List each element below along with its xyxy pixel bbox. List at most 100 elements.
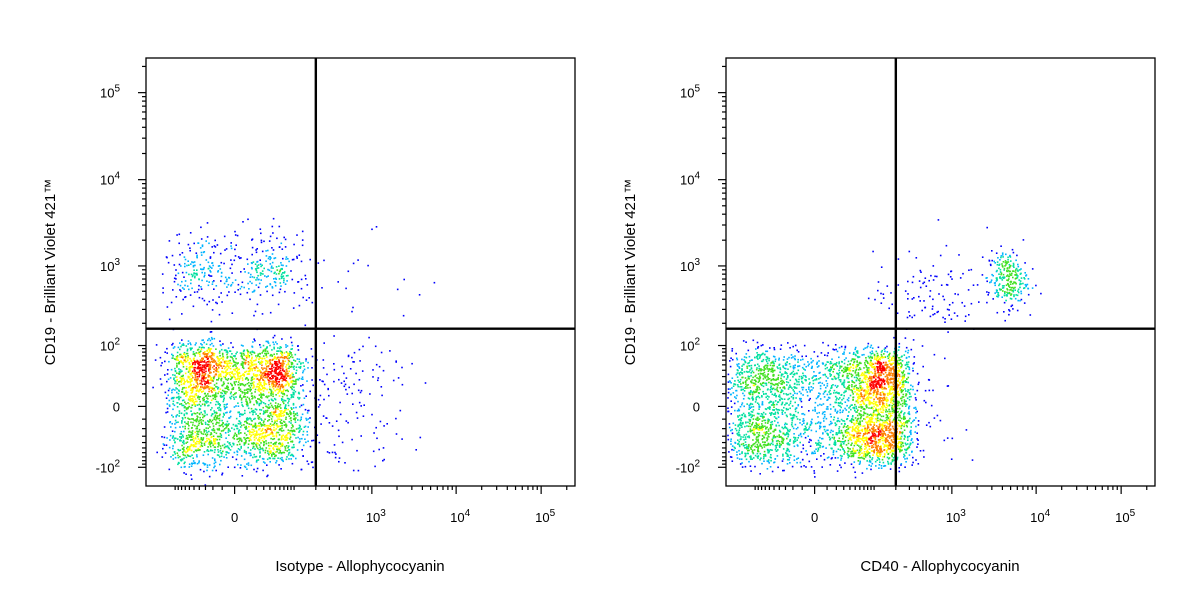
event-dot (822, 412, 824, 414)
event-dot (257, 378, 259, 380)
event-dot (820, 422, 822, 424)
event-dot (838, 428, 840, 430)
event-dot (174, 281, 176, 283)
event-dot (174, 431, 176, 433)
event-dot (286, 377, 288, 379)
event-dot (194, 462, 196, 464)
event-dot (318, 399, 320, 401)
event-dot (176, 380, 178, 382)
event-dot (266, 447, 268, 449)
event-dot (262, 440, 264, 442)
event-dot (744, 356, 746, 358)
event-dot (202, 420, 204, 422)
event-dot (212, 413, 214, 415)
event-dot (199, 364, 201, 366)
event-dot (294, 383, 296, 385)
event-dot (223, 399, 225, 401)
event-dot (277, 409, 279, 411)
event-dot (237, 235, 239, 237)
event-dot (182, 436, 184, 438)
event-dot (244, 362, 246, 364)
event-dot (246, 434, 248, 436)
event-dot (179, 377, 181, 379)
event-dot (303, 404, 305, 406)
event-dot (199, 373, 201, 375)
event-dot (199, 398, 201, 400)
event-dot (767, 357, 769, 359)
event-dot (201, 288, 203, 290)
event-dot (281, 410, 283, 412)
event-dot (841, 394, 843, 396)
event-dot (1001, 255, 1003, 257)
event-dot (244, 466, 246, 468)
event-dot (836, 421, 838, 423)
event-dot (255, 279, 257, 281)
event-dot (283, 411, 285, 413)
event-dot (198, 423, 200, 425)
event-dot (207, 434, 209, 436)
event-dot (230, 376, 232, 378)
event-dot (798, 404, 800, 406)
event-dot (213, 345, 215, 347)
event-dot (177, 357, 179, 359)
event-dot (211, 421, 213, 423)
event-dot (287, 409, 289, 411)
event-dot (823, 426, 825, 428)
event-dot (278, 432, 280, 434)
event-dot (277, 374, 279, 376)
event-dot (265, 250, 267, 252)
event-dot (197, 363, 199, 365)
event-dot (830, 393, 832, 395)
event-dot (285, 361, 287, 363)
event-dot (353, 384, 355, 386)
event-dot (251, 443, 253, 445)
event-dot (811, 419, 813, 421)
event-dot (301, 261, 303, 263)
event-dot (830, 432, 832, 434)
event-dot (183, 366, 185, 368)
event-dot (301, 428, 303, 430)
event-dot (241, 353, 243, 355)
event-dot (234, 384, 236, 386)
event-dot (273, 427, 275, 429)
event-dot (741, 389, 743, 391)
event-dot (1004, 302, 1006, 304)
event-dot (335, 457, 337, 459)
event-dot (245, 451, 247, 453)
event-dot (815, 448, 817, 450)
event-dot (194, 360, 196, 362)
event-dot (835, 409, 837, 411)
event-dot (228, 428, 230, 430)
event-dot (918, 384, 920, 386)
event-dot (269, 360, 271, 362)
event-dot (225, 446, 227, 448)
event-dot (914, 356, 916, 358)
event-dot (830, 464, 832, 466)
event-dot (841, 419, 843, 421)
event-dot (219, 362, 221, 364)
event-dot (252, 370, 254, 372)
event-dot (913, 407, 915, 409)
event-dot (276, 433, 278, 435)
event-dot (220, 376, 222, 378)
event-dot (178, 396, 180, 398)
event-dot (415, 449, 417, 451)
event-dot (251, 398, 253, 400)
event-dot (192, 387, 194, 389)
event-dot (816, 378, 818, 380)
event-dot (345, 389, 347, 391)
event-dot (270, 236, 272, 238)
event-dot (193, 384, 195, 386)
event-dot (918, 382, 920, 384)
event-dot (252, 387, 254, 389)
event-dot (235, 234, 237, 236)
event-dot (224, 377, 226, 379)
event-dot (209, 301, 211, 303)
event-dot (200, 412, 202, 414)
event-dot (741, 425, 743, 427)
event-dot (242, 377, 244, 379)
event-dot (775, 458, 777, 460)
event-dot (172, 445, 174, 447)
event-dot (166, 444, 168, 446)
event-dot (182, 451, 184, 453)
